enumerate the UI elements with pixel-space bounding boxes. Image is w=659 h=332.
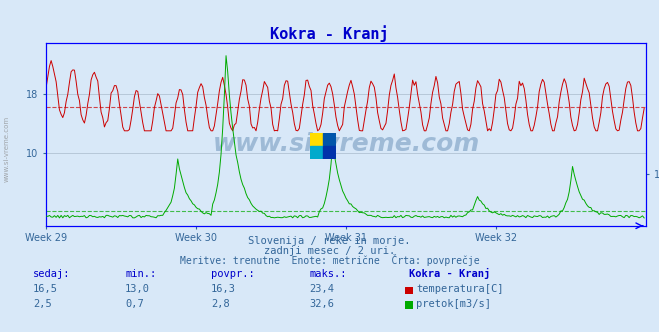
Text: 32,6: 32,6: [310, 299, 335, 309]
Text: pretok[m3/s]: pretok[m3/s]: [416, 299, 492, 309]
Bar: [323, 133, 336, 146]
Text: temperatura[C]: temperatura[C]: [416, 284, 504, 294]
Text: min.:: min.:: [125, 269, 156, 279]
Text: Meritve: trenutne  Enote: metrične  Črta: povprečje: Meritve: trenutne Enote: metrične Črta: …: [180, 254, 479, 266]
Text: 2,8: 2,8: [211, 299, 229, 309]
Text: Slovenija / reke in morje.: Slovenija / reke in morje.: [248, 236, 411, 246]
Text: www.si-vreme.com: www.si-vreme.com: [212, 131, 480, 156]
Text: Kokra - Kranj: Kokra - Kranj: [270, 25, 389, 42]
Text: www.si-vreme.com: www.si-vreme.com: [3, 116, 10, 183]
Bar: [323, 146, 336, 159]
Text: povpr.:: povpr.:: [211, 269, 254, 279]
Text: 2,5: 2,5: [33, 299, 51, 309]
Bar: [310, 146, 323, 159]
Text: zadnji mesec / 2 uri.: zadnji mesec / 2 uri.: [264, 246, 395, 256]
Text: Kokra - Kranj: Kokra - Kranj: [409, 268, 490, 279]
Text: 0,7: 0,7: [125, 299, 144, 309]
Text: sedaj:: sedaj:: [33, 269, 71, 279]
Bar: [310, 133, 323, 146]
Text: 23,4: 23,4: [310, 284, 335, 294]
Text: 13,0: 13,0: [125, 284, 150, 294]
Text: 16,3: 16,3: [211, 284, 236, 294]
Text: maks.:: maks.:: [310, 269, 347, 279]
Text: 16,5: 16,5: [33, 284, 58, 294]
